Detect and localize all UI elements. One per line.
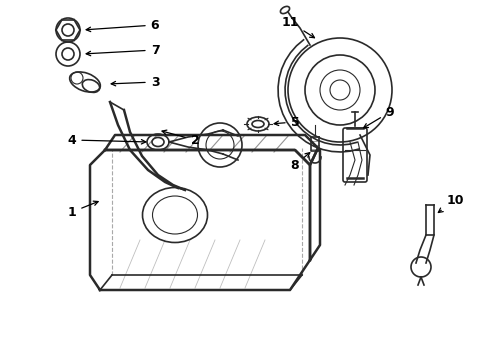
Text: 5: 5 [274, 116, 299, 129]
Text: 8: 8 [291, 153, 310, 171]
Text: 11: 11 [281, 15, 315, 38]
Text: 4: 4 [68, 134, 146, 147]
Text: 6: 6 [86, 18, 159, 32]
Text: 1: 1 [68, 201, 98, 219]
Text: 10: 10 [439, 194, 464, 212]
Text: 7: 7 [86, 44, 159, 57]
Text: 3: 3 [111, 76, 159, 89]
Text: 2: 2 [162, 130, 199, 147]
Text: 9: 9 [364, 105, 394, 128]
